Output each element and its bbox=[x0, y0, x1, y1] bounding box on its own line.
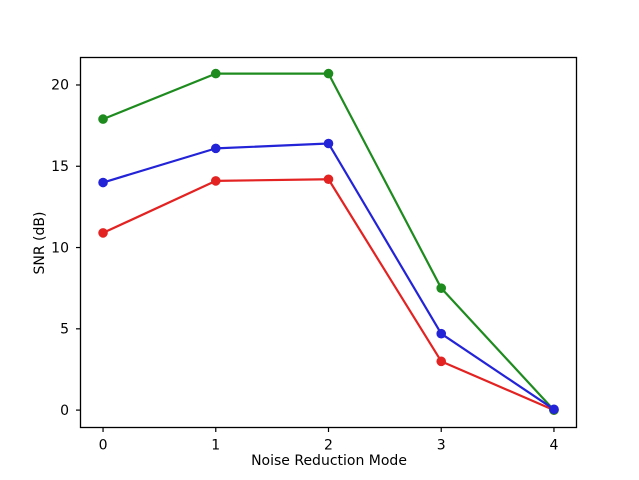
blue-series-marker bbox=[549, 404, 559, 415]
y-tick-label: 10 bbox=[51, 240, 69, 256]
x-axis-label: Noise Reduction Mode bbox=[251, 453, 407, 469]
green-series-marker bbox=[436, 283, 447, 293]
red-series-marker bbox=[436, 356, 447, 367]
blue-series-marker bbox=[210, 143, 221, 154]
green-series-marker bbox=[210, 68, 221, 79]
x-tick-label: 2 bbox=[324, 438, 333, 454]
y-tick-label: 15 bbox=[51, 159, 69, 175]
x-tick-label: 1 bbox=[211, 438, 220, 454]
blue-series-marker bbox=[436, 328, 447, 339]
y-tick-label: 20 bbox=[51, 78, 69, 94]
green-series-line bbox=[101, 72, 556, 412]
blue-series-marker bbox=[98, 177, 108, 188]
y-axis-label: SNR (dB) bbox=[32, 211, 48, 275]
red-series-line bbox=[101, 178, 556, 412]
red-series-marker bbox=[323, 174, 334, 185]
x-tick-label: 4 bbox=[549, 438, 558, 454]
x-tick-label: 3 bbox=[437, 438, 446, 454]
red-series-marker bbox=[210, 176, 221, 186]
red-series-marker bbox=[98, 228, 108, 238]
axes-spines bbox=[79, 56, 578, 429]
y-tick-label: 5 bbox=[60, 322, 69, 338]
x-tick-label: 0 bbox=[99, 438, 108, 454]
y-tick-label: 0 bbox=[60, 403, 69, 419]
green-series-marker bbox=[98, 114, 108, 124]
blue-series-marker bbox=[323, 138, 334, 149]
green-series-marker bbox=[323, 68, 334, 79]
